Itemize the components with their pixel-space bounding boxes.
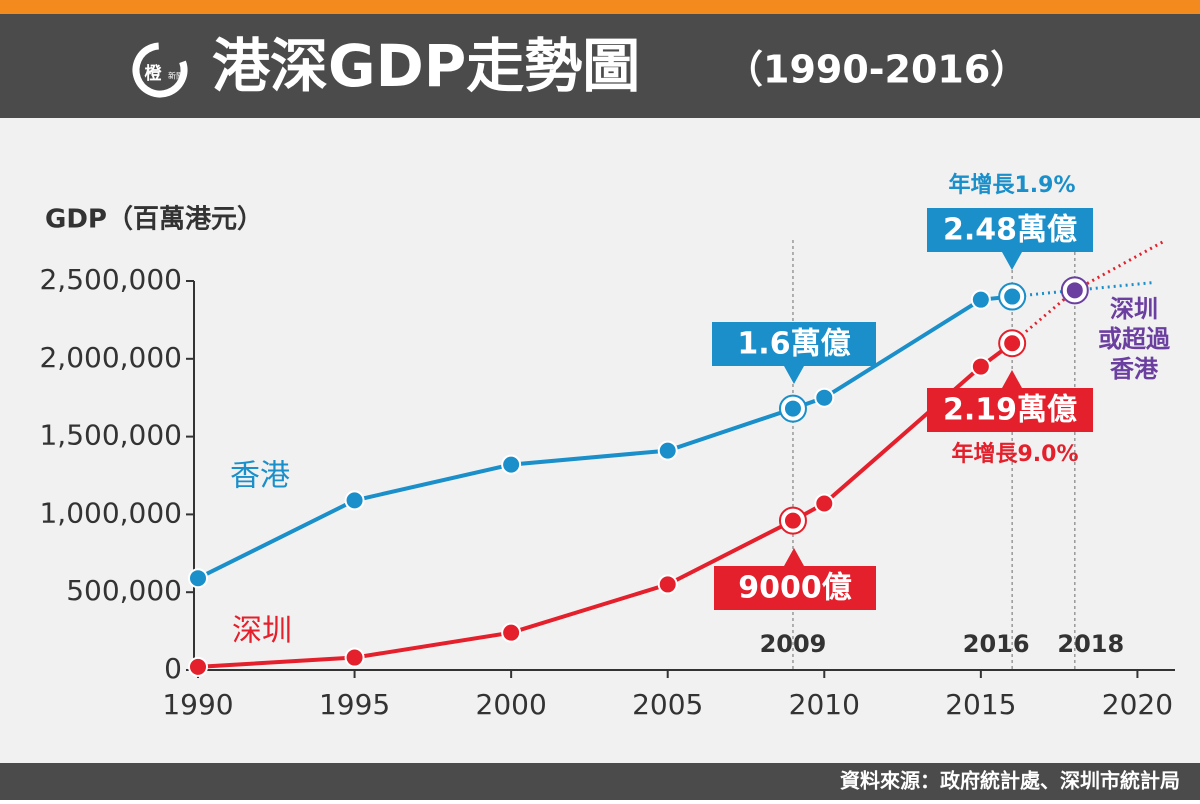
logo-main: 橙 <box>145 63 163 84</box>
x-tick-label: 2005 <box>632 688 703 721</box>
x-tick-label: 2000 <box>476 688 547 721</box>
chart-subtitle: （1990-2016） <box>725 48 1028 92</box>
data-point <box>1002 333 1023 354</box>
callout-box <box>927 208 1093 270</box>
logo-ring <box>132 42 188 98</box>
reference-label: 2009 <box>760 630 827 658</box>
callout-text: 2.19萬億 <box>943 393 1077 428</box>
x-tick-label: 1990 <box>162 688 233 721</box>
y-tick-label: 1,000,000 <box>39 496 182 529</box>
y-tick-label: 500,000 <box>66 574 182 607</box>
callout-box <box>927 370 1093 432</box>
data-point <box>188 568 208 589</box>
data-point <box>814 387 835 408</box>
data-point <box>970 289 991 310</box>
x-tick-label: 2020 <box>1102 688 1173 721</box>
y-tick-label: 2,500,000 <box>39 263 182 296</box>
crossover-note: 深圳 <box>1110 295 1158 323</box>
projection-line <box>1012 281 1154 299</box>
x-tick-label: 1995 <box>319 688 390 721</box>
crossover-point <box>1064 280 1085 301</box>
reference-label: 2016 <box>963 630 1030 658</box>
reference-label: 2018 <box>1057 630 1124 658</box>
top-strip <box>0 0 1200 14</box>
data-point <box>344 647 365 668</box>
callout-text: 9000億 <box>738 571 852 606</box>
crossover-note: 或超過 <box>1098 325 1171 353</box>
data-point <box>970 356 991 377</box>
series-line <box>197 294 1013 580</box>
logo-sub: 新聞 <box>168 71 184 81</box>
data-point <box>814 493 835 514</box>
y-tick-label: 2,000,000 <box>39 341 182 374</box>
source: 資料來源：政府統計處、深圳市統計局 <box>840 769 1180 793</box>
series-label: 深圳 <box>232 614 292 649</box>
data-point <box>344 490 365 511</box>
data-point <box>782 510 803 531</box>
footer-bar <box>0 763 1200 800</box>
x-tick-label: 2015 <box>945 688 1016 721</box>
data-point <box>501 622 522 643</box>
data-point <box>1002 286 1023 307</box>
data-point <box>657 440 678 461</box>
header-bar <box>0 14 1200 118</box>
y-tick-label: 1,500,000 <box>39 419 182 452</box>
callout-box <box>712 322 876 384</box>
data-point <box>657 574 678 595</box>
callout-note: 年增長1.9% <box>948 172 1075 198</box>
data-point <box>501 454 522 475</box>
data-point <box>782 398 803 419</box>
callout-note: 年增長9.0% <box>951 441 1078 467</box>
y-tick-label: 0 <box>164 652 182 685</box>
callout-text: 1.6萬億 <box>737 327 850 362</box>
callout-text: 2.48萬億 <box>943 213 1077 248</box>
data-point <box>188 656 208 677</box>
series-label: 香港 <box>230 459 290 494</box>
crossover-note: 香港 <box>1110 355 1159 383</box>
x-tick-label: 2010 <box>789 688 860 721</box>
callout-box <box>714 548 876 610</box>
y-axis-label: GDP（百萬港元） <box>45 205 263 235</box>
chart-title: 港深GDP走勢圖 <box>212 32 640 100</box>
